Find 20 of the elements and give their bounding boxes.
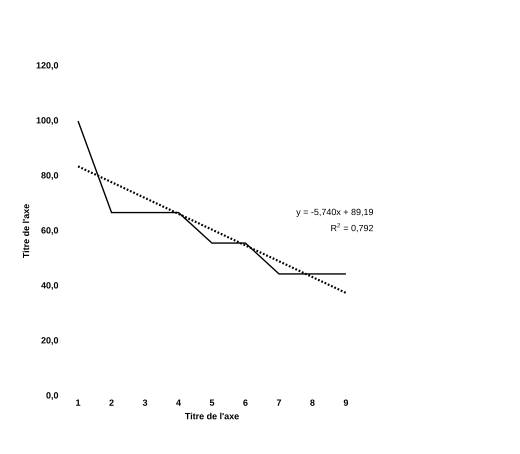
- x-tick-label: 3: [142, 400, 148, 406]
- y-tick-label: 80,0: [41, 172, 58, 180]
- x-axis-title: Titre de l'axe: [184, 412, 239, 420]
- annotation: y = -5,740x + 89,19: [296, 208, 374, 217]
- x-tick-label: 8: [310, 400, 315, 406]
- x-tick-label: 1: [76, 400, 80, 406]
- y-axis-title: Titre de l'axe: [22, 204, 30, 258]
- x-tick-label: 4: [176, 400, 181, 406]
- x-tick-label: 9: [344, 400, 348, 406]
- x-tick-label: 2: [109, 400, 114, 406]
- y-tick-label: 40,0: [41, 282, 58, 290]
- annotation: R$^{2}$ = 0,792: [331, 223, 374, 232]
- x-tick-label: 5: [210, 400, 214, 406]
- y-tick-label: 100,0: [36, 117, 58, 125]
- y-tick-label: 0,0: [46, 392, 58, 400]
- y-tick-label: 20,0: [41, 337, 58, 345]
- y-tick-label: 60,0: [41, 227, 58, 235]
- x-tick-label: 6: [243, 400, 248, 406]
- x-tick-label: 7: [276, 400, 282, 406]
- y-tick-label: 120,0: [36, 62, 58, 70]
